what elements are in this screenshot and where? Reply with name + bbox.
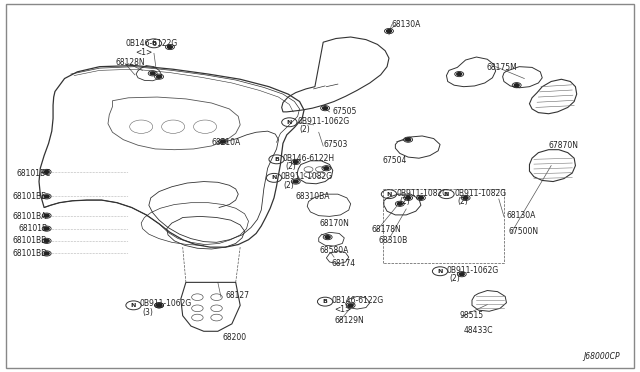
- Text: (2): (2): [400, 197, 411, 206]
- Circle shape: [323, 107, 328, 110]
- Text: 68174: 68174: [332, 259, 356, 268]
- Text: 68130A: 68130A: [392, 20, 421, 29]
- Text: 68127: 68127: [225, 291, 250, 300]
- Circle shape: [44, 170, 49, 173]
- Circle shape: [44, 227, 49, 230]
- Text: 68101BE: 68101BE: [12, 192, 46, 201]
- Circle shape: [293, 180, 298, 183]
- Circle shape: [348, 304, 353, 307]
- Text: 68210A: 68210A: [211, 138, 241, 147]
- Circle shape: [514, 84, 519, 87]
- Circle shape: [157, 75, 161, 78]
- Text: 0B911-1082G: 0B911-1082G: [397, 189, 449, 198]
- Text: 68128N: 68128N: [116, 58, 145, 67]
- Circle shape: [325, 236, 330, 238]
- Text: 67503: 67503: [323, 140, 348, 149]
- Text: (2): (2): [300, 125, 310, 134]
- Circle shape: [406, 196, 411, 199]
- Circle shape: [44, 252, 49, 255]
- Text: 68580A: 68580A: [320, 246, 349, 255]
- Text: B: B: [274, 157, 279, 162]
- Text: 68101BB: 68101BB: [12, 236, 47, 246]
- Text: <1>: <1>: [334, 305, 351, 314]
- Text: 68178N: 68178N: [371, 225, 401, 234]
- Text: 68101B: 68101B: [19, 224, 48, 233]
- Text: 67870N: 67870N: [548, 141, 579, 150]
- Text: B: B: [152, 41, 156, 46]
- Text: 0B146-6122G: 0B146-6122G: [332, 296, 384, 305]
- Circle shape: [387, 30, 392, 32]
- Circle shape: [406, 138, 411, 141]
- Circle shape: [150, 72, 155, 75]
- Text: 0B911-1062G: 0B911-1062G: [298, 117, 350, 126]
- Circle shape: [419, 196, 423, 199]
- Text: 0B911-1082G: 0B911-1082G: [454, 189, 506, 198]
- Text: 68170N: 68170N: [320, 219, 350, 228]
- Text: 68129N: 68129N: [334, 316, 364, 325]
- Text: (2): (2): [449, 274, 460, 283]
- Text: 68130A: 68130A: [506, 211, 536, 220]
- Text: 68101BA: 68101BA: [12, 212, 47, 221]
- Text: 68310B: 68310B: [379, 236, 408, 246]
- Text: 48433C: 48433C: [464, 326, 493, 335]
- Circle shape: [397, 202, 403, 205]
- Text: 67500N: 67500N: [508, 227, 538, 236]
- Text: N: N: [287, 120, 292, 125]
- Text: 68101BD: 68101BD: [12, 249, 47, 258]
- Text: 68310BA: 68310BA: [296, 192, 330, 201]
- Text: 68200: 68200: [223, 333, 247, 342]
- Circle shape: [44, 214, 49, 217]
- Text: (3): (3): [143, 308, 154, 317]
- Circle shape: [157, 304, 161, 307]
- Text: B: B: [323, 299, 328, 304]
- Text: N: N: [444, 192, 449, 197]
- Text: 67505: 67505: [333, 107, 357, 116]
- Text: (2): (2): [285, 162, 296, 171]
- Text: J68000CP: J68000CP: [584, 352, 620, 361]
- Circle shape: [157, 304, 161, 307]
- Text: 98515: 98515: [460, 311, 483, 320]
- Text: 0B146-6122H: 0B146-6122H: [283, 154, 335, 163]
- Circle shape: [220, 140, 225, 143]
- Circle shape: [463, 196, 468, 199]
- Circle shape: [168, 46, 172, 48]
- Text: N: N: [271, 175, 276, 180]
- Text: 67504: 67504: [383, 155, 407, 164]
- Text: N: N: [387, 192, 392, 197]
- Text: 68101BC: 68101BC: [17, 169, 51, 177]
- Text: 0B911-1062G: 0B911-1062G: [447, 266, 499, 275]
- Circle shape: [293, 160, 298, 163]
- Text: 0B146-6122G: 0B146-6122G: [125, 39, 177, 48]
- Text: 0B911-1082G: 0B911-1082G: [280, 172, 333, 181]
- Text: 0B911-1062G: 0B911-1062G: [140, 299, 192, 308]
- Text: (2): (2): [283, 181, 294, 190]
- Text: (2): (2): [458, 197, 468, 206]
- Circle shape: [44, 195, 49, 198]
- Text: 68175M: 68175M: [486, 63, 516, 72]
- Circle shape: [460, 273, 464, 276]
- Text: N: N: [437, 269, 443, 274]
- Circle shape: [457, 73, 461, 76]
- Text: N: N: [131, 303, 136, 308]
- Circle shape: [324, 167, 329, 170]
- Circle shape: [44, 240, 49, 242]
- Text: <1>: <1>: [135, 48, 152, 57]
